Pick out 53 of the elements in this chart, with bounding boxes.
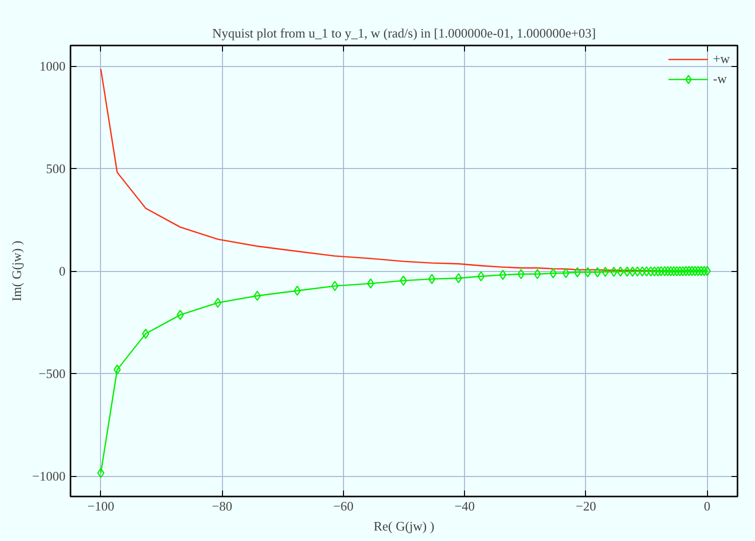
point: [584, 267, 592, 278]
point: [642, 266, 650, 277]
point: [670, 266, 678, 276]
point: [694, 266, 702, 276]
x-tick-label: −60: [333, 498, 354, 514]
point: [667, 266, 674, 276]
x-tick-label: 0: [704, 498, 710, 514]
y-tick-label: −500: [38, 366, 66, 381]
point: [550, 268, 557, 278]
x-axis-title: Re( G(jw) ): [374, 518, 434, 534]
y-tick-label: 0: [59, 264, 66, 278]
point: [685, 266, 693, 276]
point: [616, 266, 624, 277]
point: [634, 266, 642, 277]
point: [664, 266, 672, 276]
point: [142, 328, 150, 339]
point: [679, 266, 687, 276]
legend-label: +w: [713, 51, 731, 67]
y-tick-label: 500: [46, 161, 66, 176]
point: [661, 266, 668, 276]
point: [176, 310, 184, 320]
point: [454, 273, 462, 284]
point: [294, 286, 301, 296]
x-tick-label: −40: [454, 498, 475, 514]
point: [574, 267, 582, 278]
point: [654, 266, 662, 277]
point: [602, 266, 609, 277]
legend-label: -w: [713, 71, 728, 87]
point: [254, 290, 261, 301]
point: [477, 271, 485, 282]
point: [682, 266, 690, 276]
point: [594, 267, 602, 278]
point: [650, 266, 658, 277]
y-tick-label: 1000: [40, 58, 66, 74]
point: [517, 268, 525, 280]
point: [400, 276, 407, 286]
x-tick-label: −100: [87, 498, 114, 514]
x-tick-label: −80: [212, 498, 232, 514]
point: [691, 266, 699, 276]
point: [629, 266, 636, 277]
x-tick-label: −20: [576, 498, 596, 514]
point: [499, 270, 506, 280]
point: [624, 266, 631, 277]
y-axis-title: Im( G(jw) ): [9, 240, 24, 302]
point: [688, 266, 696, 276]
point: [214, 298, 222, 308]
chart-title: Nyquist plot from u_1 to y_1, w (rad/s) in [1.000000e-01, 1.000000e+03]: [212, 26, 596, 40]
point: [676, 266, 684, 276]
y-tick-label: −1000: [32, 468, 66, 484]
point: [658, 266, 665, 276]
point: [610, 266, 618, 277]
point: [673, 266, 680, 276]
point: [114, 364, 121, 375]
